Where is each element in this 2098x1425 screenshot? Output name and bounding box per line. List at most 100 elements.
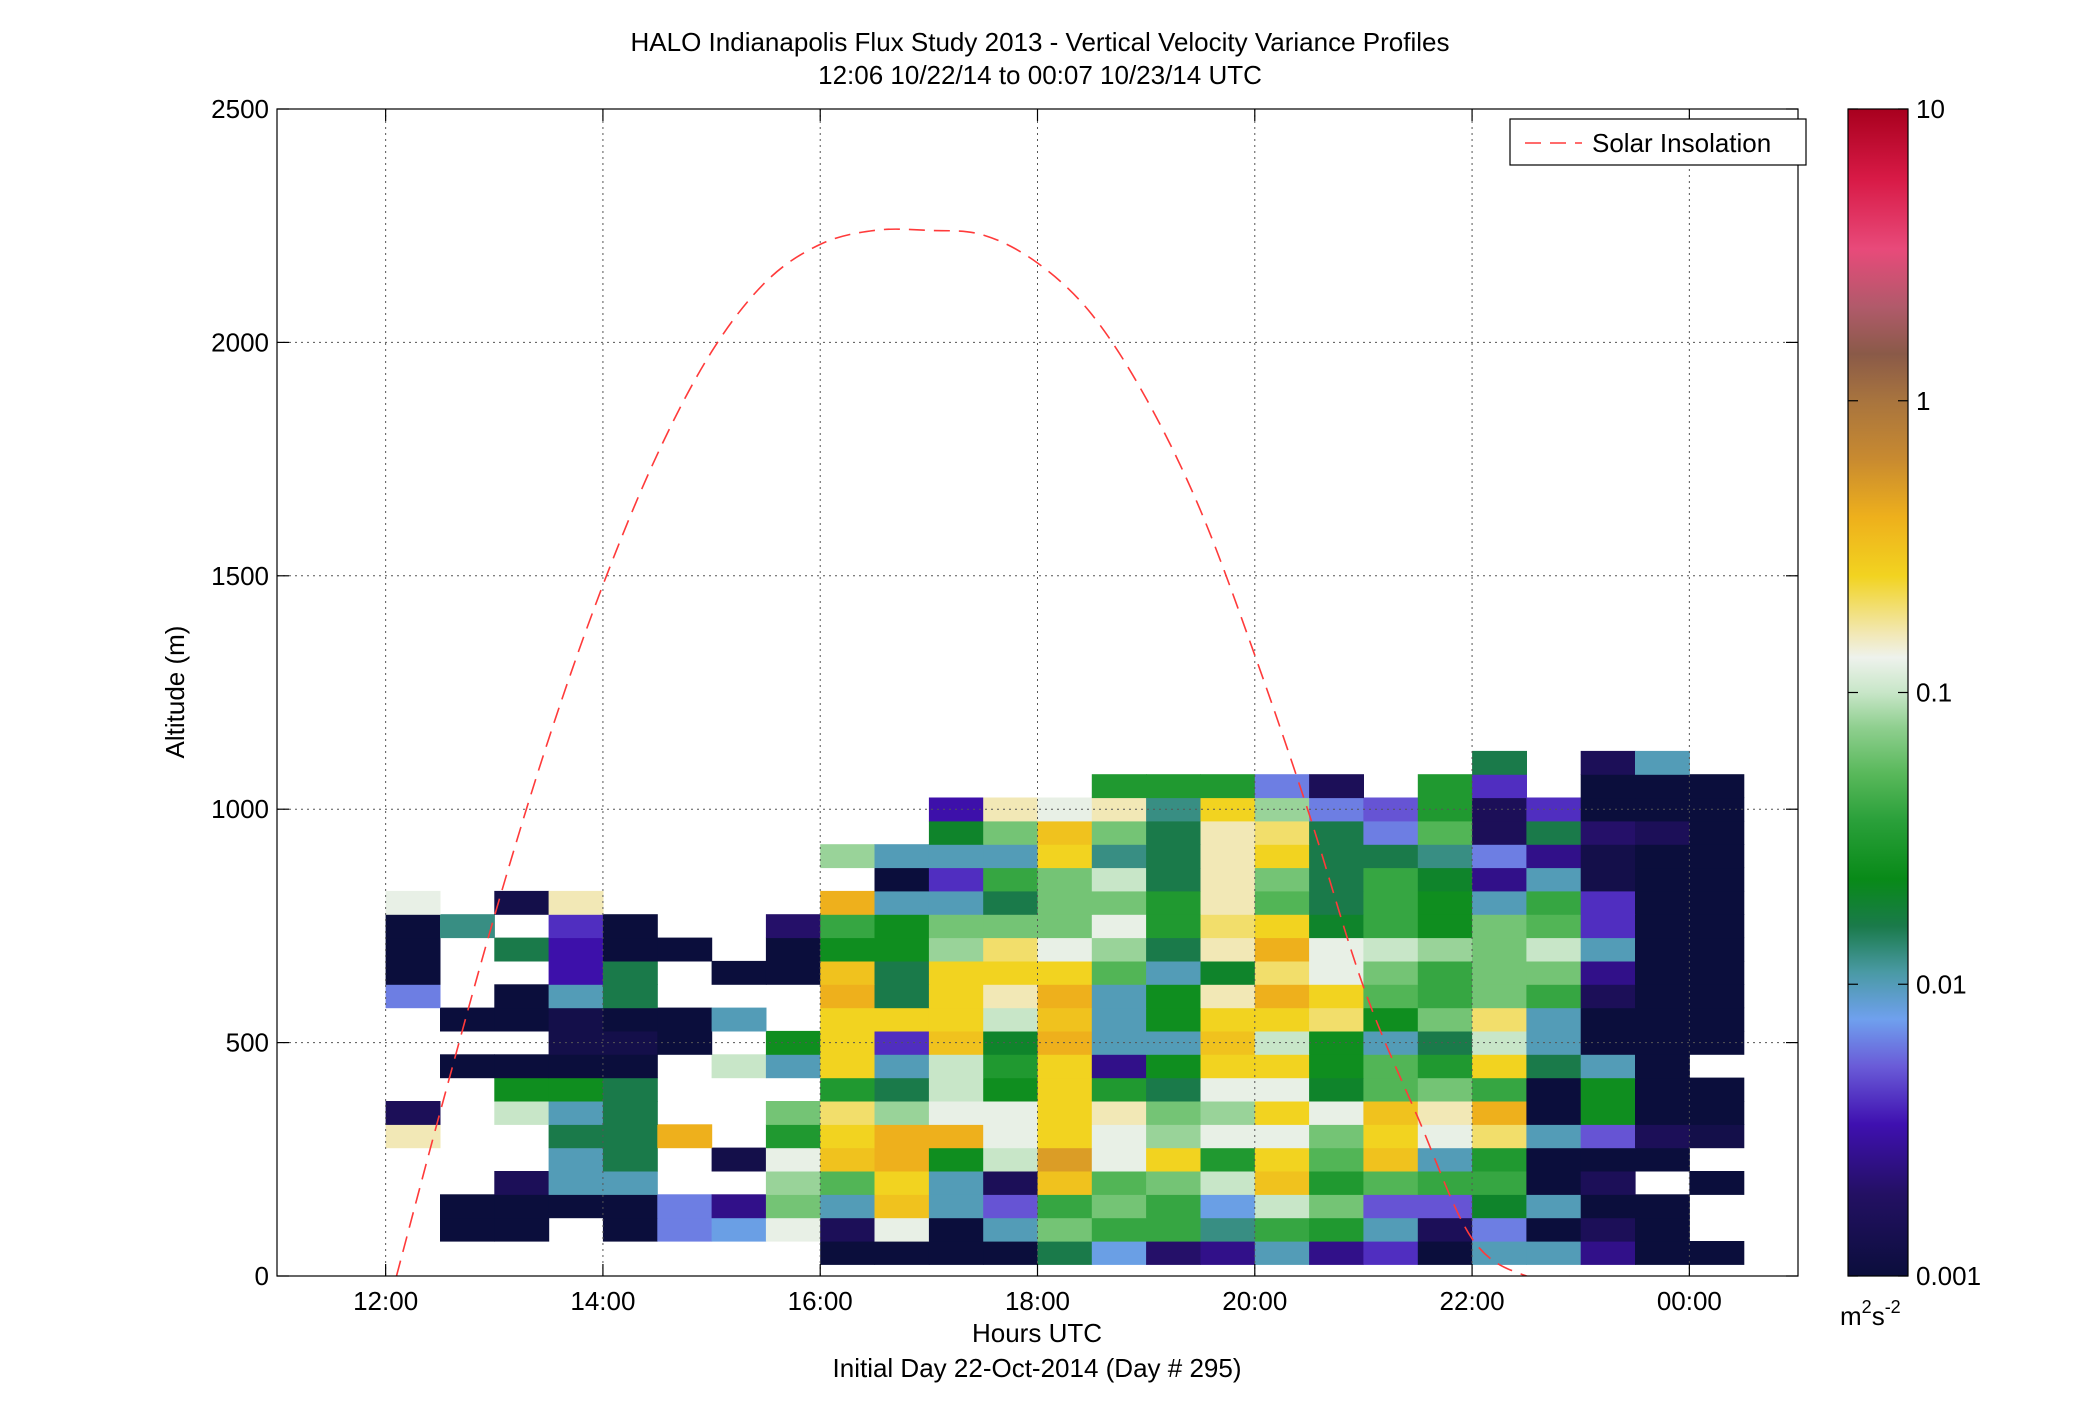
- heatmap-cell: [1037, 1171, 1093, 1195]
- x-tick-label: 00:00: [1657, 1286, 1722, 1316]
- heatmap-cell: [1254, 1124, 1310, 1149]
- x-axis-sublabel: Initial Day 22-Oct-2014 (Day # 295): [833, 1353, 1242, 1383]
- heatmap-cell: [1200, 937, 1256, 962]
- chart-title: HALO Indianapolis Flux Study 2013 - Vert…: [631, 27, 1450, 57]
- heatmap-cell: [820, 1077, 876, 1102]
- heatmap-cell: [1254, 867, 1310, 892]
- heatmap-cell: [983, 1124, 1039, 1149]
- heatmap-cell: [1363, 984, 1419, 1009]
- heatmap-cell: [820, 1007, 876, 1032]
- x-tick-label: 14:00: [570, 1286, 635, 1316]
- heatmap-cell: [548, 1147, 604, 1172]
- heatmap-cell: [1472, 1194, 1527, 1219]
- heatmap-cell: [983, 960, 1039, 985]
- heatmap-cell: [385, 890, 441, 915]
- heatmap-cell: [657, 937, 713, 962]
- heatmap-cell: [1472, 1217, 1527, 1242]
- heatmap-cell: [1091, 844, 1147, 869]
- heatmap-cell: [548, 1007, 604, 1032]
- heatmap-cell: [928, 1077, 984, 1102]
- heatmap-cell: [1200, 1147, 1256, 1172]
- heatmap-cell: [1200, 890, 1256, 915]
- heatmap-cell: [874, 914, 930, 939]
- heatmap-cell: [1200, 1241, 1256, 1265]
- heatmap-cell: [1037, 1054, 1093, 1079]
- heatmap-cell: [820, 1124, 876, 1149]
- heatmap-cell: [1309, 1007, 1364, 1032]
- heatmap-cell: [602, 960, 658, 985]
- heatmap-cell: [983, 1077, 1039, 1102]
- heatmap-cell: [1254, 1054, 1310, 1079]
- heatmap-cell: [1309, 1077, 1364, 1102]
- heatmap-cell: [1635, 1054, 1690, 1079]
- heatmap-cell: [1254, 1194, 1310, 1219]
- heatmap-cell: [1580, 914, 1636, 939]
- colorbar-unit: m2s-2: [1840, 1297, 1901, 1331]
- heatmap-cell: [548, 1077, 604, 1102]
- heatmap-cell: [983, 844, 1039, 869]
- heatmap-cell: [1200, 1054, 1256, 1079]
- heatmap-cell: [440, 1007, 495, 1032]
- x-tick-label: 20:00: [1222, 1286, 1287, 1316]
- heatmap-cell: [1580, 774, 1636, 799]
- heatmap-cell: [1200, 820, 1256, 845]
- heatmap-cell: [1146, 890, 1201, 915]
- heatmap-cell: [1635, 1217, 1690, 1242]
- heatmap-cell: [1037, 1147, 1093, 1172]
- heatmap-cell: [494, 937, 550, 962]
- heatmap-cell: [1689, 890, 1745, 915]
- heatmap-cell: [1309, 1194, 1364, 1219]
- heatmap-cell: [1091, 960, 1147, 985]
- heatmap-cell: [1526, 984, 1582, 1009]
- heatmap-cell: [1254, 1101, 1310, 1125]
- heatmap-cell: [548, 1124, 604, 1149]
- heatmap-cell: [928, 1241, 984, 1265]
- heatmap-cell: [1689, 774, 1745, 799]
- heatmap-cell: [874, 1054, 930, 1079]
- heatmap-cell: [1037, 914, 1093, 939]
- heatmap-cell: [1254, 1077, 1310, 1102]
- heatmap-cell: [765, 1217, 821, 1242]
- x-axis-label: Hours UTC: [972, 1318, 1102, 1348]
- x-tick-label: 12:00: [353, 1286, 418, 1316]
- y-tick-label: 2500: [211, 94, 269, 124]
- heatmap-cell: [1472, 1007, 1527, 1032]
- heatmap-cell: [548, 960, 604, 985]
- heatmap-cell: [1635, 797, 1690, 822]
- heatmap-cell: [1309, 1124, 1364, 1149]
- heatmap-cell: [820, 844, 876, 869]
- heatmap-cell: [711, 960, 767, 985]
- heatmap-cell: [1526, 1217, 1582, 1242]
- heatmap-cell: [1472, 1147, 1527, 1172]
- heatmap-cell: [928, 1007, 984, 1032]
- heatmap-cell: [874, 1007, 930, 1032]
- heatmap-cell: [548, 914, 604, 939]
- heatmap-cell: [1526, 960, 1582, 985]
- heatmap-cell: [1091, 1007, 1147, 1032]
- heatmap-cell: [1200, 1077, 1256, 1102]
- chart-subtitle: 12:06 10/22/14 to 00:07 10/23/14 UTC: [818, 60, 1262, 90]
- heatmap-cell: [1635, 820, 1690, 845]
- heatmap-cell: [1091, 774, 1147, 799]
- heatmap-cell: [874, 1171, 930, 1195]
- heatmap-cell: [1363, 1194, 1419, 1219]
- heatmap-cell: [494, 1217, 550, 1242]
- heatmap-cell: [1200, 960, 1256, 985]
- heatmap-cell: [1472, 984, 1527, 1009]
- heatmap-cell: [1689, 797, 1745, 822]
- colorbar-tick-label: 0.1: [1916, 678, 1952, 708]
- heatmap-cell: [983, 1007, 1039, 1032]
- heatmap-cell: [1689, 867, 1745, 892]
- heatmap-cell: [1689, 820, 1745, 845]
- heatmap-cell: [1580, 1241, 1636, 1265]
- heatmap-cell: [983, 1101, 1039, 1125]
- heatmap-cell: [983, 937, 1039, 962]
- heatmap-cell: [1580, 937, 1636, 962]
- heatmap-cell: [1200, 1217, 1256, 1242]
- heatmap-cell: [1417, 1101, 1473, 1125]
- colorbar-tick-label: 0.001: [1916, 1261, 1981, 1291]
- heatmap-cell: [1363, 1171, 1419, 1195]
- colorbar-tick-label: 0.01: [1916, 969, 1967, 999]
- heatmap-cell: [1037, 1007, 1093, 1032]
- heatmap-cell: [928, 937, 984, 962]
